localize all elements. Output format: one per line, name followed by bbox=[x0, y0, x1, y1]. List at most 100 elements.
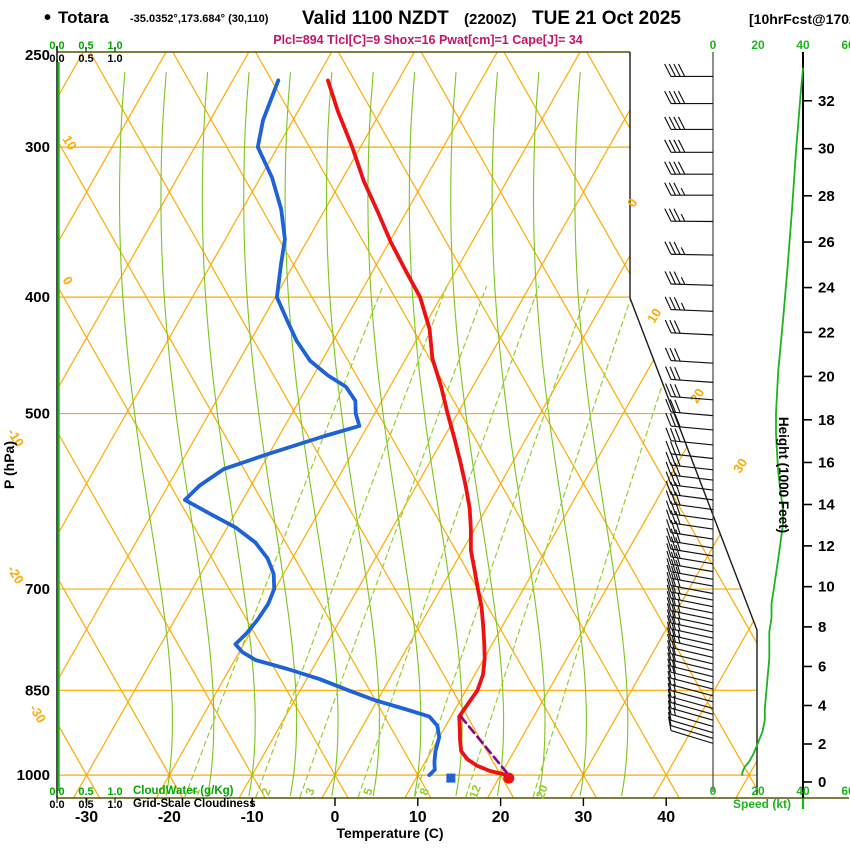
cloudiness-scale-bottom: 1.0 bbox=[107, 799, 122, 811]
wind-barb-full bbox=[674, 482, 681, 496]
temperature-tick-label: 20 bbox=[492, 809, 510, 826]
wind-barb-full bbox=[675, 520, 681, 535]
wind-barb-half bbox=[680, 276, 686, 285]
wind-barb-full bbox=[671, 659, 677, 674]
wind-barb-full bbox=[674, 399, 681, 414]
speed-axis-title: Speed (kt) bbox=[733, 797, 791, 811]
height-tick-label: 2 bbox=[818, 736, 826, 753]
wind-barb-full bbox=[670, 462, 677, 476]
wind-barb-full bbox=[671, 591, 677, 606]
wind-barb-full bbox=[675, 573, 681, 588]
wind-barb-staff bbox=[670, 713, 714, 728]
isotherm-label-right: 10 bbox=[644, 306, 664, 326]
moist-adiabat-line bbox=[367, 71, 422, 797]
wind-barb-full bbox=[674, 441, 681, 456]
wind-barb-full bbox=[674, 462, 681, 477]
wind-barb-full bbox=[668, 208, 677, 222]
mixing-ratio-label: 8 bbox=[417, 786, 433, 797]
surface-dewpoint-marker bbox=[446, 773, 456, 783]
cloudwater-axis-title: CloudWater (g/Kg) bbox=[133, 785, 234, 797]
wind-barb-half bbox=[680, 213, 686, 222]
wind-barb-full bbox=[668, 116, 677, 130]
pressure-tick-label: 850 bbox=[25, 682, 50, 699]
wind-barb-full bbox=[665, 481, 672, 495]
cloudiness-scale-bottom: 0.0 bbox=[49, 799, 64, 811]
wind-barb-full bbox=[671, 647, 677, 662]
wind-barb-staff bbox=[670, 702, 714, 715]
dry-adiabat-label-left: -20 bbox=[4, 563, 27, 587]
dewpoint-curve bbox=[182, 78, 442, 777]
isotherm-line bbox=[57, 52, 250, 798]
cloudwater-scale-top: 0.5 bbox=[78, 40, 93, 52]
parcel-path bbox=[459, 715, 511, 777]
wind-barb-full bbox=[670, 501, 677, 515]
mixing-ratio-line bbox=[532, 286, 696, 798]
wind-barb-full bbox=[669, 399, 677, 413]
wind-barb-full bbox=[675, 552, 681, 567]
pressure-tick-label: 700 bbox=[25, 581, 50, 598]
wind-barb-staff bbox=[670, 425, 714, 431]
wind-barb-full bbox=[665, 471, 672, 486]
temperature-tick-label: 10 bbox=[409, 809, 427, 826]
speed-tick-label-bottom: 60 bbox=[841, 784, 850, 798]
wind-barb-full bbox=[669, 383, 677, 398]
wind-barb-staff bbox=[670, 707, 714, 721]
wind-barb-full bbox=[668, 241, 677, 255]
isotherm-line bbox=[569, 52, 757, 798]
wind-barb-full bbox=[671, 585, 677, 600]
wind-barb-full bbox=[671, 610, 677, 625]
wind-barb-half bbox=[680, 302, 686, 311]
wind-barb-staff bbox=[670, 671, 714, 684]
wind-barb-full bbox=[665, 440, 672, 455]
wind-barb-staff bbox=[670, 522, 714, 530]
wind-barb-full bbox=[667, 658, 672, 673]
mixing-ratio-line bbox=[184, 286, 384, 798]
speed-tick-label-bottom: 40 bbox=[796, 784, 810, 798]
wind-barb-staff bbox=[670, 730, 714, 744]
wind-barb-full bbox=[667, 633, 672, 648]
wind-barb-full bbox=[664, 319, 672, 334]
wind-barb-full bbox=[667, 670, 672, 685]
wind-barb-full bbox=[674, 472, 681, 487]
wind-barb-full bbox=[668, 139, 677, 153]
dry-adiabat-label-left: 0 bbox=[60, 274, 77, 288]
mixing-ratio-label: 1 bbox=[188, 786, 204, 797]
isotherm-line bbox=[404, 52, 757, 798]
height-tick-label: 24 bbox=[818, 280, 835, 297]
surface-temperature-marker bbox=[503, 772, 515, 784]
dry-adiabat-label-left: 10 bbox=[60, 133, 80, 153]
height-tick-label: 26 bbox=[818, 234, 835, 251]
wind-barb-half bbox=[677, 635, 681, 644]
wind-barb-full bbox=[669, 347, 677, 362]
cloudwater-scale-bottom: 0.5 bbox=[78, 786, 93, 798]
mixing-ratio-label: 2 bbox=[258, 786, 274, 797]
wind-barb-full bbox=[674, 413, 681, 428]
wind-barb-full bbox=[671, 572, 677, 587]
wind-barb-staff bbox=[670, 440, 714, 446]
height-tick-label: 20 bbox=[818, 368, 835, 385]
moist-adiabat-line bbox=[243, 71, 298, 797]
wind-barb-full bbox=[670, 565, 677, 580]
stability-indices-line: Plcl=894 Tlcl[C]=9 Shox=16 Pwat[cm]=1 Ca… bbox=[273, 33, 583, 47]
wind-barb-full bbox=[665, 490, 672, 505]
wind-barb-staff bbox=[670, 684, 714, 697]
wind-barb-full bbox=[665, 461, 672, 476]
height-tick-label: 22 bbox=[818, 324, 835, 341]
height-tick-label: 0 bbox=[818, 774, 826, 791]
wind-barb-half bbox=[673, 701, 676, 710]
wind-barb-full bbox=[674, 452, 681, 467]
wind-barb-full bbox=[667, 664, 672, 679]
wind-barb-full bbox=[669, 319, 677, 334]
wind-barb-full bbox=[671, 604, 677, 618]
wind-barb-full bbox=[667, 700, 672, 715]
wind-barb-full bbox=[665, 427, 672, 441]
wind-barb-staff bbox=[670, 640, 714, 652]
speed-tick-label-top: 40 bbox=[796, 38, 810, 52]
wind-barb-full bbox=[668, 182, 677, 196]
wind-barb-full bbox=[666, 597, 672, 611]
moist-adiabat-line bbox=[491, 71, 546, 797]
wind-barb-staff bbox=[670, 474, 714, 481]
moist-adiabat-line bbox=[118, 71, 173, 797]
wind-barb-staff bbox=[670, 253, 714, 256]
